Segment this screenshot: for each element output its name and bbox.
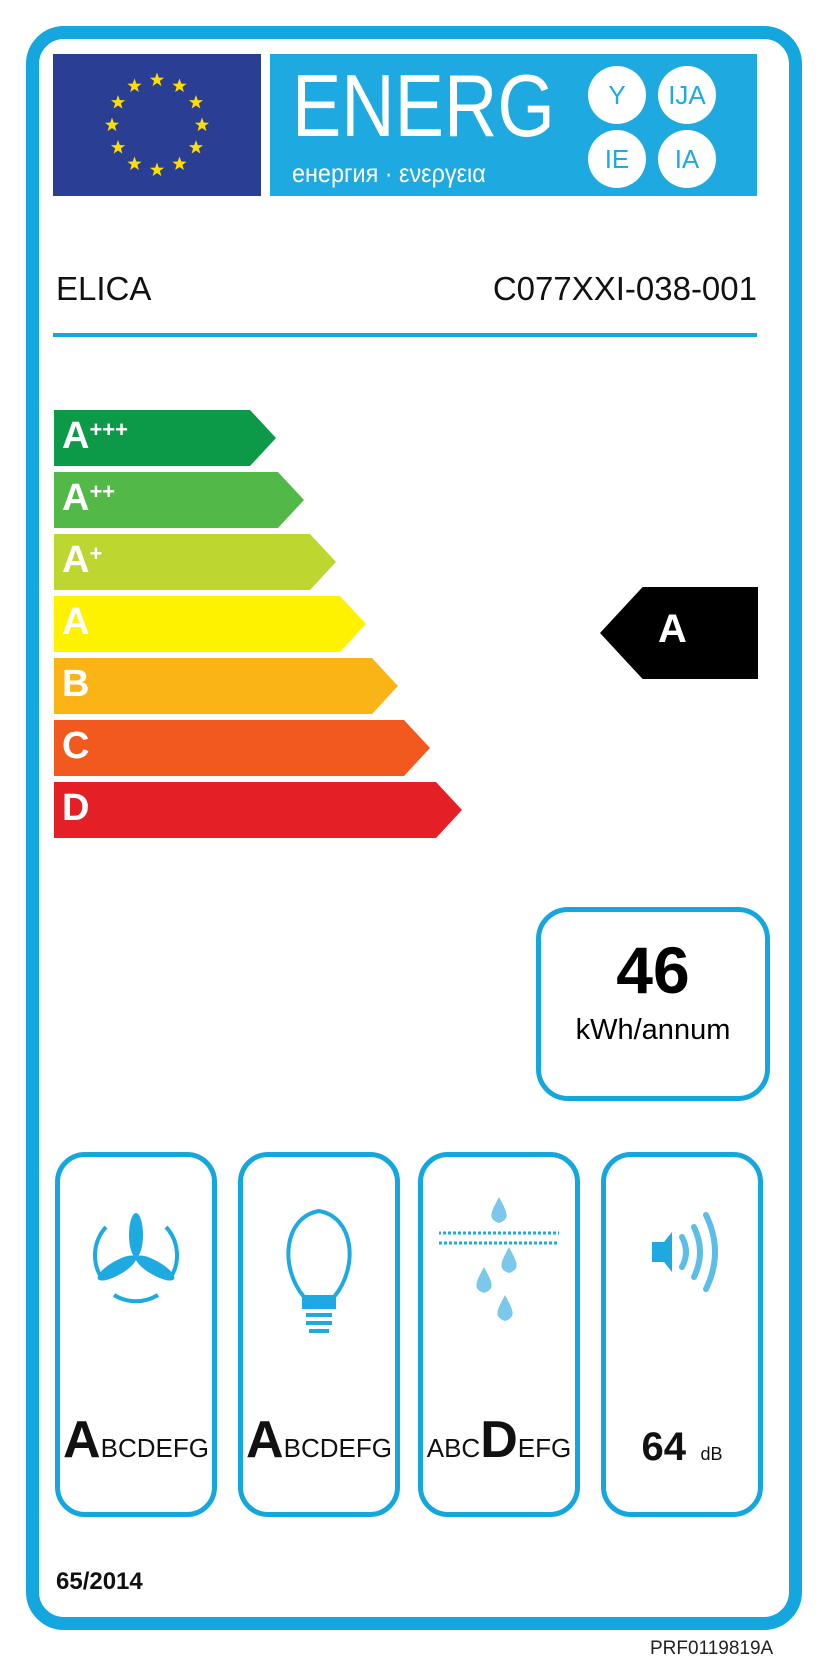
logo-suffix: IE	[588, 130, 646, 188]
energy-logo: ENERG енергия · ενεργεια Y IJA IE IA	[270, 54, 757, 196]
efficiency-class-bar: C	[54, 720, 430, 776]
grease-filtering-box: ABCDEFG	[418, 1152, 580, 1517]
speaker-icon	[652, 1212, 718, 1292]
efficiency-class-bar: A	[54, 596, 366, 652]
efficiency-class-bar: A+++	[54, 410, 276, 466]
efficiency-class-bar: A+	[54, 534, 336, 590]
regulation-number: 65/2014	[56, 1568, 143, 1595]
eu-star-icon	[110, 95, 126, 109]
eu-star-icon	[110, 140, 126, 154]
eu-star-icon	[104, 117, 120, 132]
label-code: PRF0119819A	[650, 1638, 774, 1659]
logo-title: ENERG	[292, 56, 555, 155]
lightbulb-icon	[286, 1208, 352, 1333]
eu-star-icon	[172, 78, 187, 93]
eu-star-icon	[172, 156, 187, 170]
logo-subtitle: енергия · ενεργεια	[292, 158, 486, 188]
noise-value: 64 dB	[641, 1425, 723, 1469]
eu-star-icon	[127, 78, 142, 93]
supplier-name: ELICA	[56, 270, 152, 307]
model-id: C077XXI-038-001	[492, 270, 757, 307]
eu-star-icon	[188, 140, 204, 154]
fluid-efficiency-box: ABCDEFG	[55, 1152, 217, 1517]
logo-suffix: IA	[658, 130, 716, 188]
consumption-unit: kWh/annum	[575, 1014, 731, 1046]
logo-suffix: Y	[588, 66, 646, 124]
efficiency-class-bar: D	[54, 782, 462, 838]
eu-star-icon	[149, 72, 165, 87]
logo-suffix: IJA	[658, 66, 716, 124]
divider	[53, 333, 757, 337]
consumption-value: 46	[616, 933, 690, 1007]
grease-filter-icon	[439, 1197, 559, 1321]
efficiency-class-bar: B	[54, 658, 398, 714]
eu-star-icon	[188, 95, 204, 109]
label-frame	[26, 26, 802, 1630]
eu-star-icon	[149, 162, 165, 177]
lighting-efficiency-box: ABCDEFG	[238, 1152, 400, 1517]
class-scale: ABCDEFG	[246, 1411, 392, 1469]
efficiency-class-bar: A++	[54, 472, 304, 528]
consumption-box: 46 kWh/annum	[536, 907, 770, 1101]
eu-flag	[53, 54, 261, 196]
rating-label: A	[658, 607, 687, 651]
eu-star-icon	[194, 117, 210, 132]
eu-stars-icon	[104, 72, 210, 177]
fan-icon	[93, 1213, 179, 1304]
class-scale: ABCDEFG	[426, 1411, 572, 1469]
noise-box: 64 dB	[601, 1152, 763, 1517]
class-scale: ABCDEFG	[63, 1411, 209, 1469]
eu-star-icon	[127, 156, 142, 170]
